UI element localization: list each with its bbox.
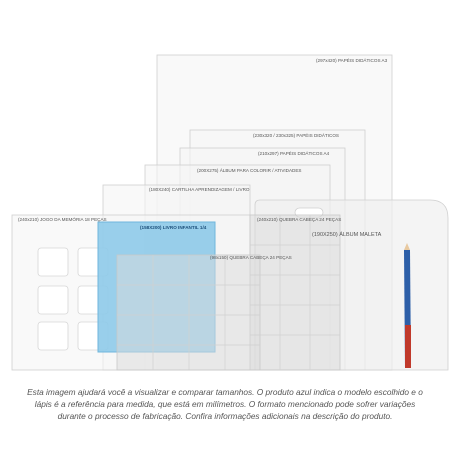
pencil	[404, 243, 411, 368]
label: (190X250) ÁLBUM MALETA	[312, 231, 382, 238]
label: (240x210) JOGO DA MEMÓRIA 18 PEÇAS	[18, 216, 107, 222]
puzzle-large	[249, 214, 341, 371]
label: (230x320 / 230x325) PAPÉIS DIDÁTICOS	[253, 132, 339, 138]
label: (200X275) ÁLBUM PARA COLORIR / ATIVIDADE…	[197, 167, 302, 173]
label: (297x420) PAPÉIS DIDÁTICOS A3	[316, 57, 388, 63]
puzzle-lines	[117, 215, 340, 370]
label: (240x210) QUEBRA CABEÇA 24 PEÇAS	[257, 217, 341, 222]
size-diagram: (297x420) PAPÉIS DIDÁTICOS A3 (230x320 /…	[11, 54, 449, 371]
caption: Esta imagem ajudará você a visualizar e …	[27, 387, 423, 421]
label: (210x297) PAPÉIS DIDÁTICOS A4	[258, 150, 330, 156]
puzzle-small	[116, 254, 261, 371]
label: (158X200) LIVRO INFANTIL 1/4	[140, 225, 207, 230]
label: (98x150) QUEBRA CABEÇA 24 PEÇAS	[210, 255, 292, 260]
label: (180X240) CARTILHA APRENDIZAGEM / LIVRO	[149, 187, 250, 192]
